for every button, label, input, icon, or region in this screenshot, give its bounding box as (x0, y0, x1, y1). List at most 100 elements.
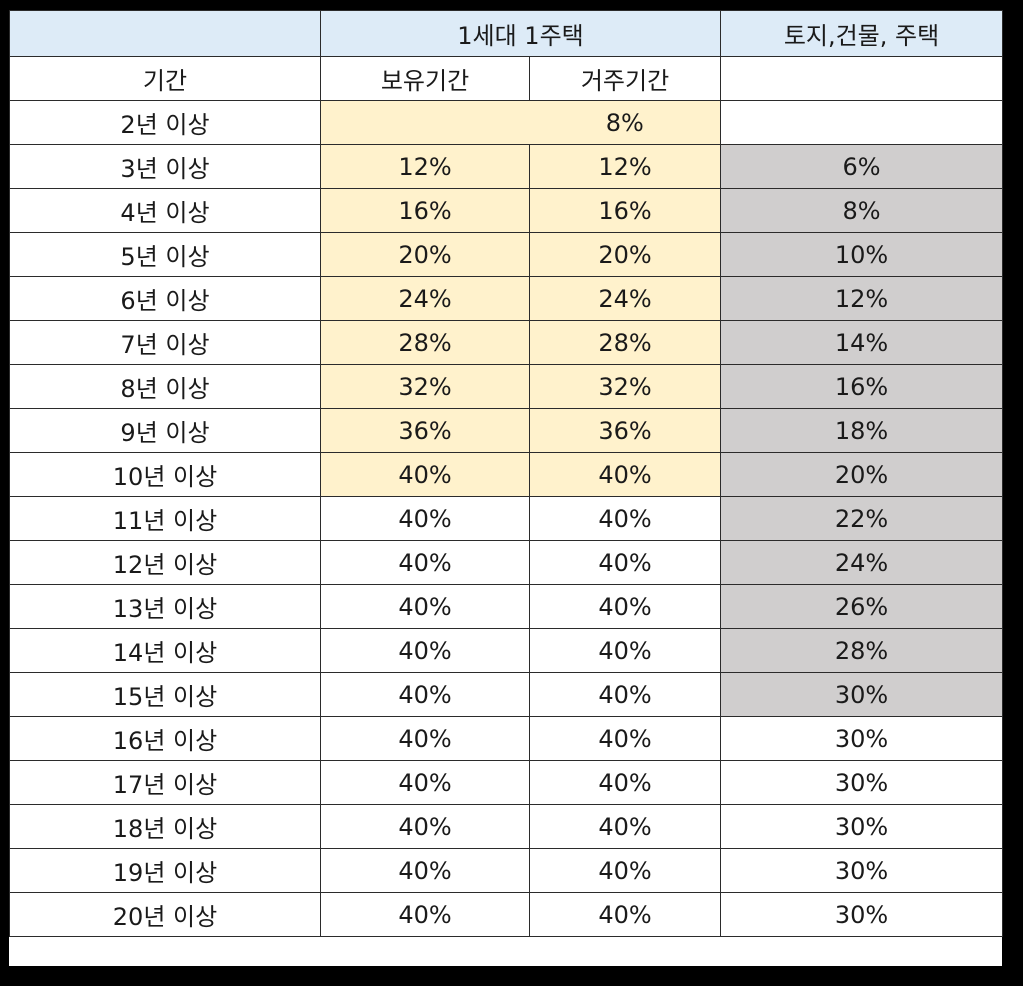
holding-cell: 40% (320, 892, 530, 937)
general-cell: 30% (720, 848, 1003, 893)
table-row: 18년 이상 40% 40% 30% (9, 804, 1003, 849)
general-cell (720, 100, 1003, 145)
residence-cell: 40% (529, 848, 721, 893)
residence-cell: 8% (529, 100, 721, 145)
header-corner-cell (9, 10, 321, 57)
residence-cell: 32% (529, 364, 721, 409)
table-row: 13년 이상 40% 40% 26% (9, 584, 1003, 629)
residence-cell: 20% (529, 232, 721, 277)
holding-cell: 40% (320, 584, 530, 629)
period-cell: 5년 이상 (9, 232, 321, 277)
table-row: 8년 이상 32% 32% 16% (9, 364, 1003, 409)
general-cell: 16% (720, 364, 1003, 409)
period-cell: 20년 이상 (9, 892, 321, 937)
table-row: 14년 이상 40% 40% 28% (9, 628, 1003, 673)
period-cell: 19년 이상 (9, 848, 321, 893)
residence-cell: 40% (529, 672, 721, 717)
table-row: 3년 이상 12% 12% 6% (9, 144, 1003, 189)
period-cell: 6년 이상 (9, 276, 321, 321)
period-cell: 11년 이상 (9, 496, 321, 541)
period-cell: 4년 이상 (9, 188, 321, 233)
table-row: 4년 이상 16% 16% 8% (9, 188, 1003, 233)
holding-cell: 28% (320, 320, 530, 365)
holding-cell: 40% (320, 848, 530, 893)
holding-cell: 40% (320, 540, 530, 585)
general-cell: 20% (720, 452, 1003, 497)
residence-cell: 40% (529, 540, 721, 585)
period-cell: 2년 이상 (9, 100, 321, 145)
holding-cell: 40% (320, 672, 530, 717)
header-general-blank (720, 56, 1003, 101)
general-cell: 30% (720, 804, 1003, 849)
period-cell: 16년 이상 (9, 716, 321, 761)
holding-cell: 40% (320, 716, 530, 761)
general-cell: 24% (720, 540, 1003, 585)
table-row: 9년 이상 36% 36% 18% (9, 408, 1003, 453)
holding-cell: 12% (320, 144, 530, 189)
residence-cell: 28% (529, 320, 721, 365)
table-row: 15년 이상 40% 40% 30% (9, 672, 1003, 717)
residence-cell: 36% (529, 408, 721, 453)
table-row: 19년 이상 40% 40% 30% (9, 848, 1003, 893)
general-cell: 8% (720, 188, 1003, 233)
general-cell: 18% (720, 408, 1003, 453)
period-cell: 18년 이상 (9, 804, 321, 849)
deduction-rate-table: 1세대 1주택 토지,건물, 주택 기간 보유기간 거주기간 2년 이상 8% 3년… (9, 10, 1003, 937)
general-cell: 30% (720, 716, 1003, 761)
period-cell: 3년 이상 (9, 144, 321, 189)
general-cell: 30% (720, 892, 1003, 937)
table-row: 11년 이상 40% 40% 22% (9, 496, 1003, 541)
general-cell: 10% (720, 232, 1003, 277)
period-cell: 10년 이상 (9, 452, 321, 497)
general-cell: 30% (720, 760, 1003, 805)
table-row: 5년 이상 20% 20% 10% (9, 232, 1003, 277)
holding-cell: 40% (320, 452, 530, 497)
header-land-building-house: 토지,건물, 주택 (720, 10, 1003, 57)
table-row: 2년 이상 8% (9, 100, 1003, 145)
holding-cell: 40% (320, 804, 530, 849)
header-period: 기간 (9, 56, 321, 101)
period-cell: 7년 이상 (9, 320, 321, 365)
holding-cell: 16% (320, 188, 530, 233)
period-cell: 15년 이상 (9, 672, 321, 717)
holding-cell: 40% (320, 628, 530, 673)
spreadsheet-area: 1세대 1주택 토지,건물, 주택 기간 보유기간 거주기간 2년 이상 8% 3년… (9, 10, 1003, 966)
residence-cell: 40% (529, 760, 721, 805)
holding-cell (320, 100, 530, 145)
header-holding-period: 보유기간 (320, 56, 530, 101)
header-row-top: 1세대 1주택 토지,건물, 주택 (9, 10, 1003, 57)
table-row: 17년 이상 40% 40% 30% (9, 760, 1003, 805)
general-cell: 14% (720, 320, 1003, 365)
table-row: 20년 이상 40% 40% 30% (9, 892, 1003, 937)
period-cell: 13년 이상 (9, 584, 321, 629)
table-row: 12년 이상 40% 40% 24% (9, 540, 1003, 585)
period-cell: 9년 이상 (9, 408, 321, 453)
table-row: 10년 이상 40% 40% 20% (9, 452, 1003, 497)
residence-cell: 40% (529, 804, 721, 849)
holding-cell: 32% (320, 364, 530, 409)
header-one-household-one-house: 1세대 1주택 (320, 10, 721, 57)
holding-cell: 20% (320, 232, 530, 277)
holding-cell: 24% (320, 276, 530, 321)
general-cell: 30% (720, 672, 1003, 717)
residence-cell: 40% (529, 496, 721, 541)
general-cell: 26% (720, 584, 1003, 629)
residence-cell: 40% (529, 892, 721, 937)
header-row-sub: 기간 보유기간 거주기간 (9, 56, 1003, 101)
general-cell: 6% (720, 144, 1003, 189)
residence-cell: 40% (529, 628, 721, 673)
general-cell: 22% (720, 496, 1003, 541)
residence-cell: 16% (529, 188, 721, 233)
table-row: 16년 이상 40% 40% 30% (9, 716, 1003, 761)
residence-cell: 40% (529, 584, 721, 629)
period-cell: 14년 이상 (9, 628, 321, 673)
period-cell: 8년 이상 (9, 364, 321, 409)
general-cell: 12% (720, 276, 1003, 321)
period-cell: 17년 이상 (9, 760, 321, 805)
holding-cell: 36% (320, 408, 530, 453)
table-row: 6년 이상 24% 24% 12% (9, 276, 1003, 321)
holding-cell: 40% (320, 496, 530, 541)
residence-cell: 40% (529, 452, 721, 497)
residence-cell: 24% (529, 276, 721, 321)
